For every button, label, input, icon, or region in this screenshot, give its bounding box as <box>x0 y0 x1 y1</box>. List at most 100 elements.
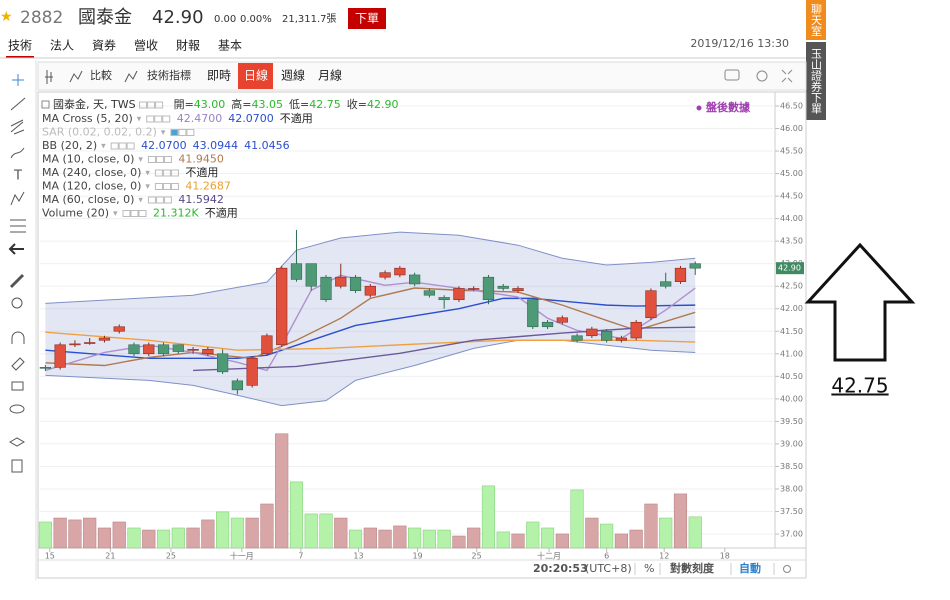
order-button[interactable] <box>348 8 386 29</box>
y-tick-label: 41.00 <box>780 349 803 358</box>
ohlc-label: 低= <box>289 98 309 111</box>
legend-button[interactable] <box>130 210 139 217</box>
legend-button[interactable] <box>186 129 195 136</box>
legend-button[interactable] <box>118 142 127 150</box>
broker-tab-label[interactable]: 玉山證券下單 <box>810 48 823 114</box>
fib-tool[interactable] <box>10 119 25 135</box>
candle-body <box>143 344 155 355</box>
zoom-tool[interactable] <box>11 297 23 309</box>
trash-tool[interactable] <box>11 459 23 473</box>
symbol: 2882 <box>20 8 63 28</box>
toolbar <box>37 61 807 91</box>
dropdown: ▾ <box>138 196 143 206</box>
legend-button[interactable] <box>170 169 179 177</box>
back-tool[interactable] <box>8 243 24 255</box>
volume-bar <box>304 513 318 549</box>
settings-icon[interactable] <box>756 70 768 82</box>
percent-toggle[interactable]: % <box>644 562 654 575</box>
y-tick-label: 45.50 <box>780 147 803 156</box>
order-button-label[interactable]: 下單 <box>355 12 379 26</box>
text-tool[interactable]: T <box>13 169 22 184</box>
legend-button[interactable] <box>147 156 156 163</box>
line-tool[interactable] <box>10 97 26 111</box>
brush-tool[interactable] <box>10 147 25 159</box>
tab[interactable]: 營收 <box>134 39 158 53</box>
change: 0.00 <box>214 14 236 25</box>
legend-button[interactable] <box>155 101 164 109</box>
indicator-value: 不適用 <box>205 206 238 220</box>
legend-button[interactable] <box>154 169 163 177</box>
candle-body <box>468 288 480 290</box>
indicators[interactable]: 技術指標 <box>147 68 191 82</box>
candle-body <box>261 335 273 355</box>
tab[interactable]: 法人 <box>50 39 74 53</box>
legend-button[interactable] <box>147 196 156 204</box>
candle-icon[interactable] <box>45 70 53 84</box>
lock-tool[interactable] <box>11 381 24 391</box>
forecast-tool[interactable] <box>10 219 26 233</box>
legend-button[interactable] <box>155 156 164 163</box>
status-settings[interactable] <box>783 565 791 573</box>
legend-button[interactable] <box>126 142 135 150</box>
camera-icon[interactable] <box>724 69 740 81</box>
period[interactable]: 日線 <box>244 68 268 83</box>
lock-draw-tool[interactable] <box>11 357 25 371</box>
candle-body <box>541 321 554 328</box>
indicator-value: 21.312K <box>153 207 199 220</box>
volume-bar <box>334 517 348 549</box>
period[interactable]: 即時 <box>207 69 231 83</box>
legend-button[interactable] <box>139 101 148 109</box>
broker-tab[interactable] <box>806 42 826 120</box>
timezone[interactable]: (UTC+8) <box>585 562 632 575</box>
measure-tool[interactable] <box>9 273 25 289</box>
annotation-arrow <box>804 242 916 362</box>
pattern-tool[interactable] <box>10 191 25 206</box>
compare[interactable]: 比較 <box>90 68 112 82</box>
crosshair-tool[interactable] <box>12 74 24 86</box>
dropdown: ▾ <box>145 182 150 192</box>
datetime: 2019/12/16 13:30 <box>690 37 789 50</box>
legend-button[interactable] <box>154 115 163 123</box>
legend-button[interactable] <box>122 210 131 217</box>
candle-body <box>98 337 111 341</box>
eye-tool[interactable] <box>9 404 25 414</box>
indicator-icon[interactable] <box>124 70 138 83</box>
auto-toggle[interactable]: 自動 <box>739 561 761 575</box>
period[interactable]: 週線 <box>281 68 305 83</box>
magnet-tool[interactable] <box>11 331 25 344</box>
chat-tab-label[interactable]: 聊天室 <box>810 2 823 36</box>
volume-bar <box>97 527 112 549</box>
legend-button[interactable] <box>138 210 147 217</box>
volume-bar <box>186 527 200 549</box>
collapse-icon[interactable] <box>41 100 50 109</box>
legend-button[interactable] <box>155 196 164 204</box>
layers-tool[interactable] <box>8 437 26 447</box>
tab[interactable]: 技術 <box>8 39 32 53</box>
after-hours[interactable]: 盤後數據 <box>705 100 751 114</box>
tab[interactable]: 財報 <box>176 38 200 53</box>
compare-icon[interactable] <box>69 70 83 83</box>
volume-bar <box>437 529 451 549</box>
star-icon[interactable]: ★ <box>0 9 13 25</box>
legend-button[interactable] <box>146 115 155 123</box>
tab[interactable]: 資券 <box>92 38 116 53</box>
fullscreen-icon[interactable] <box>781 69 793 83</box>
legend-button[interactable] <box>170 129 179 136</box>
legend-button[interactable] <box>110 142 119 150</box>
volume-bar <box>496 531 510 549</box>
candle-body <box>84 342 96 344</box>
legend-button[interactable] <box>170 183 179 190</box>
legend-button[interactable] <box>162 169 171 177</box>
legend-button[interactable] <box>163 156 172 163</box>
legend-button[interactable] <box>162 183 171 190</box>
period[interactable]: 月線 <box>318 68 342 83</box>
legend-button[interactable] <box>147 101 156 109</box>
tab[interactable]: 基本 <box>218 39 242 53</box>
candle-body <box>409 274 421 285</box>
chat-tab[interactable] <box>806 0 826 40</box>
legend-button[interactable] <box>163 196 172 204</box>
legend-button[interactable] <box>178 129 187 136</box>
log-toggle[interactable]: 對數刻度 <box>670 561 715 575</box>
legend-button[interactable] <box>154 183 163 190</box>
legend-button[interactable] <box>162 115 171 123</box>
